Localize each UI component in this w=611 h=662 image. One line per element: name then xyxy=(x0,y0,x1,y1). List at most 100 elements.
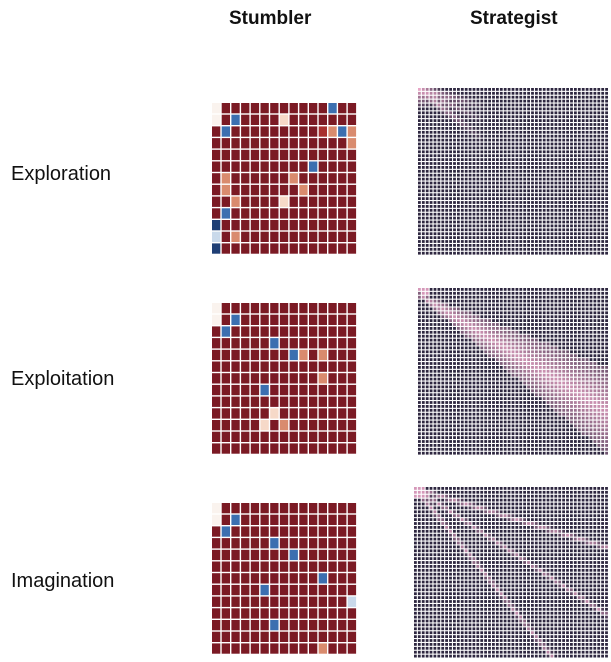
strategist-cell xyxy=(457,247,460,251)
strategist-cell xyxy=(535,197,538,200)
strategist-cell xyxy=(570,447,573,451)
strategist-cell xyxy=(499,350,503,354)
strategist-cell xyxy=(523,220,527,224)
strategist-cell xyxy=(433,236,437,239)
strategist-cell xyxy=(492,236,495,239)
strategist-cell xyxy=(441,99,445,103)
stumbler-cell xyxy=(328,184,337,196)
strategist-cell xyxy=(546,166,550,169)
strategist-cell xyxy=(496,436,499,439)
strategist-cell xyxy=(480,197,484,200)
strategist-cell xyxy=(535,169,538,173)
strategist-cell xyxy=(480,127,484,130)
strategist-cell xyxy=(429,142,433,146)
strategist-cell xyxy=(468,107,472,111)
stumbler-cell xyxy=(299,596,308,607)
strategist-cell xyxy=(488,201,491,204)
strategist-cell xyxy=(488,366,491,369)
strategist-cell xyxy=(554,158,558,161)
stumbler-cell xyxy=(328,526,337,537)
strategist-cell xyxy=(449,334,452,338)
strategist-cell xyxy=(499,377,503,381)
strategist-cell xyxy=(418,393,421,397)
strategist-cell xyxy=(574,189,577,193)
strategist-cell xyxy=(542,412,546,416)
strategist-cell xyxy=(577,342,581,346)
strategist-cell xyxy=(453,498,456,502)
strategist-cell xyxy=(464,334,468,338)
strategist-cell xyxy=(445,111,449,115)
stumbler-cell xyxy=(279,573,289,584)
strategist-cell xyxy=(574,146,577,150)
stumbler-cell xyxy=(212,220,221,231)
strategist-cell xyxy=(421,420,425,424)
strategist-cell xyxy=(535,247,538,251)
strategist-cell xyxy=(437,498,441,502)
strategist-cell xyxy=(464,451,468,455)
strategist-cell xyxy=(574,338,577,342)
stumbler-cell xyxy=(212,114,221,125)
strategist-cell xyxy=(496,173,499,177)
strategist-cell xyxy=(499,150,503,154)
strategist-cell xyxy=(570,88,573,91)
strategist-cell xyxy=(503,205,507,208)
stumbler-cell xyxy=(338,243,347,254)
strategist-cell xyxy=(515,236,519,239)
strategist-cell xyxy=(507,369,511,373)
strategist-cell xyxy=(468,177,472,181)
strategist-cell xyxy=(418,130,421,134)
strategist-cell xyxy=(550,408,554,412)
strategist-cell xyxy=(570,373,573,377)
strategist-cell xyxy=(550,451,554,455)
strategist-cell xyxy=(562,162,566,165)
strategist-cell xyxy=(546,212,550,216)
strategist-cell xyxy=(535,288,538,291)
strategist-cell xyxy=(515,334,519,338)
strategist-cell xyxy=(562,244,566,247)
strategist-cell xyxy=(593,146,597,150)
stumbler-cell xyxy=(299,620,308,631)
stumbler-cell xyxy=(270,231,279,242)
strategist-cell xyxy=(480,405,484,408)
strategist-cell xyxy=(480,189,484,193)
strategist-cell xyxy=(425,401,429,404)
strategist-cell xyxy=(507,158,511,161)
strategist-cell xyxy=(527,166,530,169)
strategist-cell xyxy=(562,288,566,291)
strategist-cell xyxy=(437,444,441,447)
strategist-cell xyxy=(472,307,476,311)
strategist-cell xyxy=(429,432,433,436)
strategist-cell xyxy=(503,127,507,130)
strategist-cell xyxy=(503,389,507,393)
strategist-cell xyxy=(589,362,593,365)
strategist-cell xyxy=(437,224,441,228)
strategist-cell xyxy=(418,338,421,342)
strategist-cell xyxy=(519,146,523,150)
strategist-cell xyxy=(542,385,546,389)
strategist-cell xyxy=(531,362,534,365)
strategist-cell xyxy=(507,381,511,385)
strategist-cell xyxy=(480,401,484,404)
strategist-cell xyxy=(488,197,491,200)
strategist-cell xyxy=(511,420,515,424)
stumbler-cell xyxy=(279,196,289,207)
strategist-cell xyxy=(425,447,429,451)
stumbler-cell xyxy=(241,561,250,572)
strategist-cell xyxy=(546,338,550,342)
strategist-cell xyxy=(511,134,515,138)
strategist-cell xyxy=(535,95,538,99)
strategist-cell xyxy=(449,185,452,189)
strategist-cell xyxy=(511,362,515,365)
strategist-cell xyxy=(601,342,605,346)
strategist-cell xyxy=(449,428,452,432)
stumbler-cell xyxy=(299,538,308,549)
strategist-cell xyxy=(566,487,569,490)
strategist-cell xyxy=(535,389,538,393)
strategist-cell xyxy=(554,111,558,115)
strategist-cell xyxy=(437,154,441,158)
strategist-cell xyxy=(496,303,499,307)
strategist-cell xyxy=(499,146,503,150)
strategist-cell xyxy=(577,451,581,455)
strategist-cell xyxy=(492,216,495,220)
strategist-cell xyxy=(535,440,538,443)
